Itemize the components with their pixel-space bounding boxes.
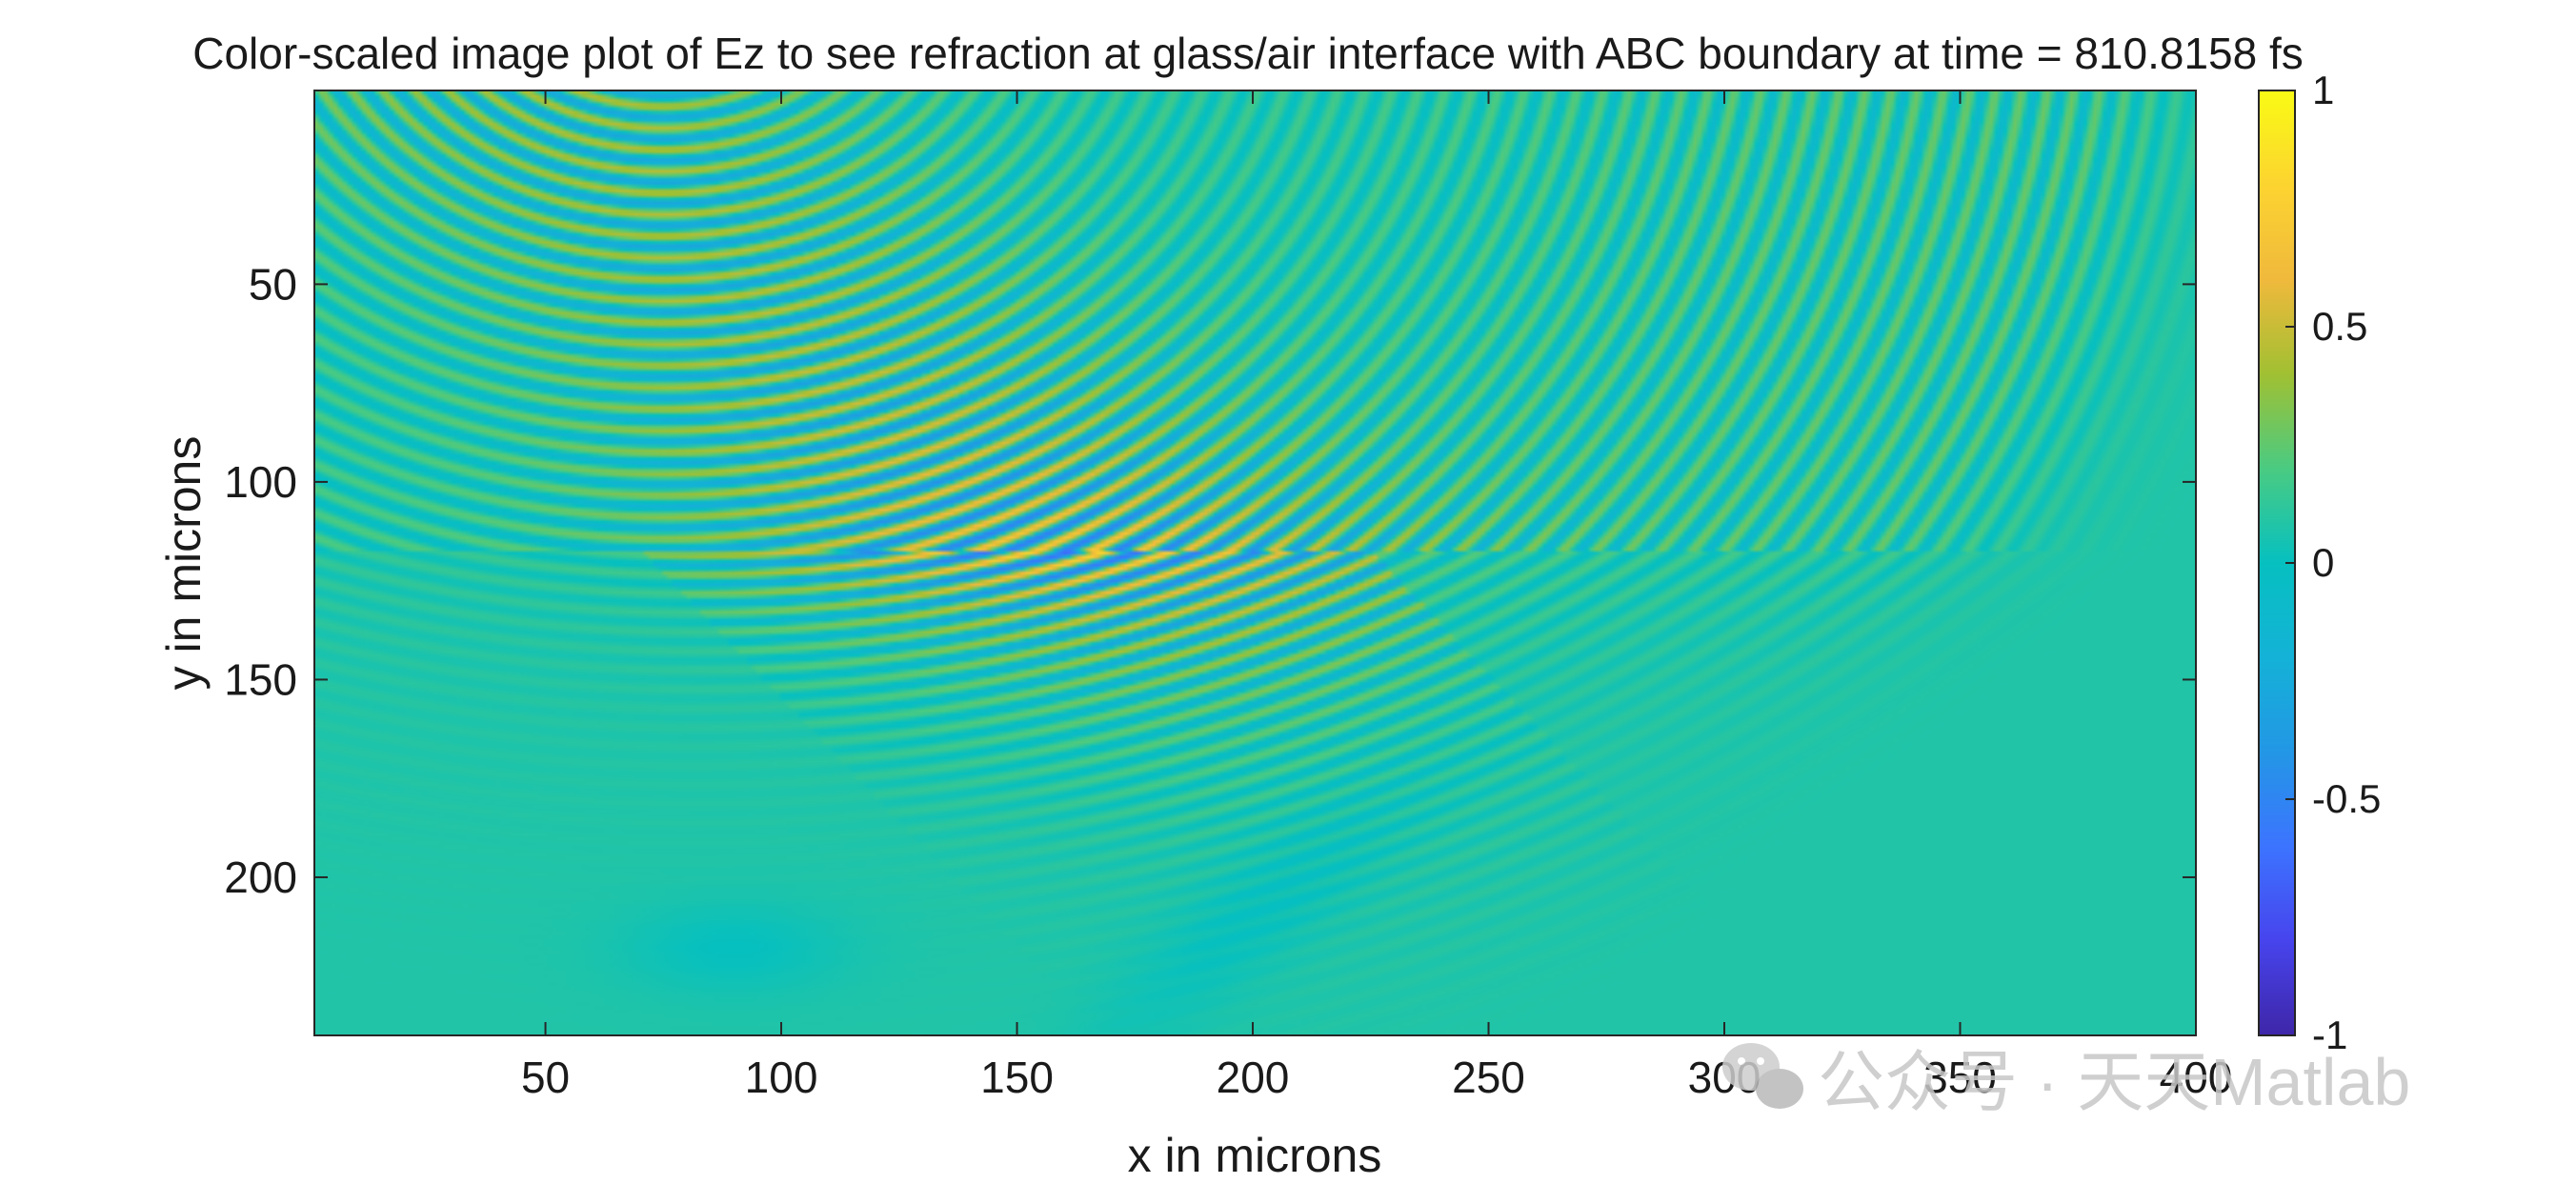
x-tick-label: 50 xyxy=(521,1053,570,1102)
x-tick-label: 100 xyxy=(745,1053,818,1102)
x-tick-label: 150 xyxy=(980,1053,1054,1102)
x-tick-label: 250 xyxy=(1452,1053,1525,1102)
y-axis: 50 100 150 200 xyxy=(224,259,2196,902)
y-tick-label: 50 xyxy=(249,259,297,309)
chart-title: Color-scaled image plot of Ez to see ref… xyxy=(192,29,2304,78)
y-tick-label: 200 xyxy=(224,853,297,902)
colorbar-ticks: 1 0.5 0 -0.5 -1 xyxy=(2285,68,2381,1057)
x-tick-label: 350 xyxy=(1923,1053,1997,1102)
colorbar-tick-label: -1 xyxy=(2312,1013,2347,1057)
colorbar-tick-label: -0.5 xyxy=(2312,776,2381,821)
watermark: 公众号 · 天天Matlab xyxy=(1722,1043,2410,1119)
x-tick-label: 400 xyxy=(2160,1053,2233,1102)
watermark-text: 公众号 · 天天Matlab xyxy=(1818,1045,2410,1119)
x-tick-label: 200 xyxy=(1217,1053,1290,1102)
x-axis-label: x in microns xyxy=(1128,1129,1382,1182)
y-axis-label: y in microns xyxy=(157,436,211,691)
y-tick-label: 100 xyxy=(224,457,297,507)
heatmap-image xyxy=(314,90,2196,1035)
colorbar-tick-label: 0 xyxy=(2312,540,2334,585)
colorbar-tick-label: 1 xyxy=(2312,68,2334,112)
y-tick-label: 150 xyxy=(224,654,297,704)
plot-frame xyxy=(313,90,2197,1036)
wechat-icon xyxy=(1722,1043,1803,1109)
colorbar-tick-label: 0.5 xyxy=(2312,304,2367,349)
colorbar: 1 0.5 0 -0.5 -1 xyxy=(2258,68,2381,1057)
